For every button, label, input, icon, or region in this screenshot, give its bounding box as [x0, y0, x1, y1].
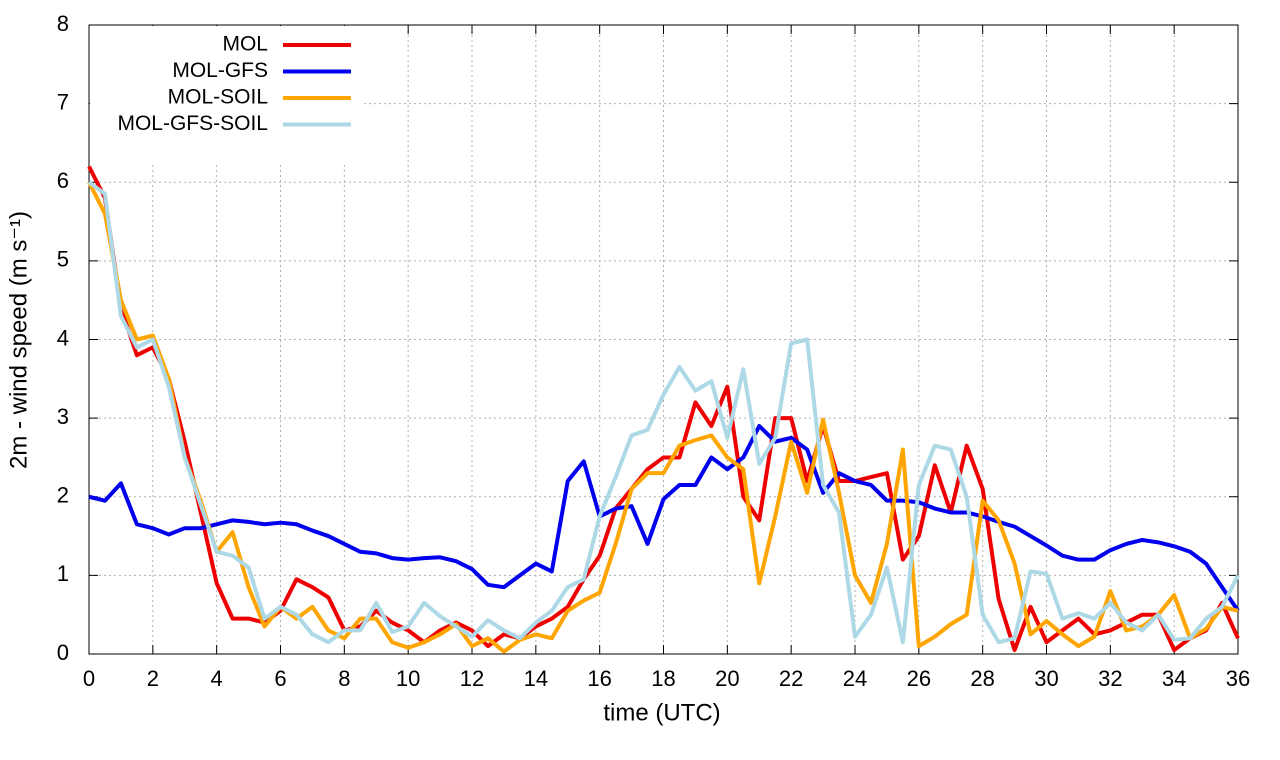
x-tick-label: 12 [460, 666, 484, 691]
y-tick-label: 1 [57, 561, 69, 586]
y-tick-label: 0 [57, 640, 69, 665]
legend-label: MOL-GFS-SOIL [117, 112, 268, 135]
y-tick-label: 3 [57, 404, 69, 429]
y-tick-label: 4 [57, 325, 69, 350]
x-tick-label: 26 [907, 666, 931, 691]
plot-frame [88, 24, 1239, 655]
data-line [88, 423, 1240, 612]
y-tick-label: 8 [57, 11, 69, 36]
x-tick-label: 8 [338, 666, 350, 691]
x-tick-label: 16 [587, 666, 611, 691]
x-tick-label: 2 [147, 666, 159, 691]
x-tick-label: 18 [651, 666, 675, 691]
x-tick-label: 20 [715, 666, 739, 691]
y-tick-label: 7 [57, 89, 69, 114]
x-tick-label: 30 [1034, 666, 1058, 691]
x-axis-label: time (UTC) [603, 699, 720, 726]
y-tick-label: 5 [57, 247, 69, 272]
x-tick-label: 22 [779, 666, 803, 691]
x-tick-label: 4 [211, 666, 223, 691]
y-axis-label: 2m - wind speed (m s⁻¹) [5, 211, 32, 469]
legend-background [90, 26, 362, 162]
x-tick-label: 28 [970, 666, 994, 691]
y-tick-label: 2 [57, 483, 69, 508]
x-tick-label: 0 [83, 666, 95, 691]
x-tick-label: 14 [524, 666, 548, 691]
data-line [87, 165, 1240, 653]
legend-label: MOL-GFS [172, 59, 268, 82]
data-line [87, 180, 1240, 645]
y-tick-label: 6 [57, 168, 69, 193]
legend-label: MOL-SOIL [168, 86, 268, 109]
legend-label: MOL [222, 33, 268, 56]
x-tick-label: 34 [1162, 666, 1186, 691]
x-tick-label: 32 [1098, 666, 1122, 691]
x-tick-label: 6 [274, 666, 286, 691]
x-tick-label: 36 [1226, 666, 1250, 691]
x-tick-label: 10 [396, 666, 420, 691]
x-tick-label: 24 [843, 666, 867, 691]
